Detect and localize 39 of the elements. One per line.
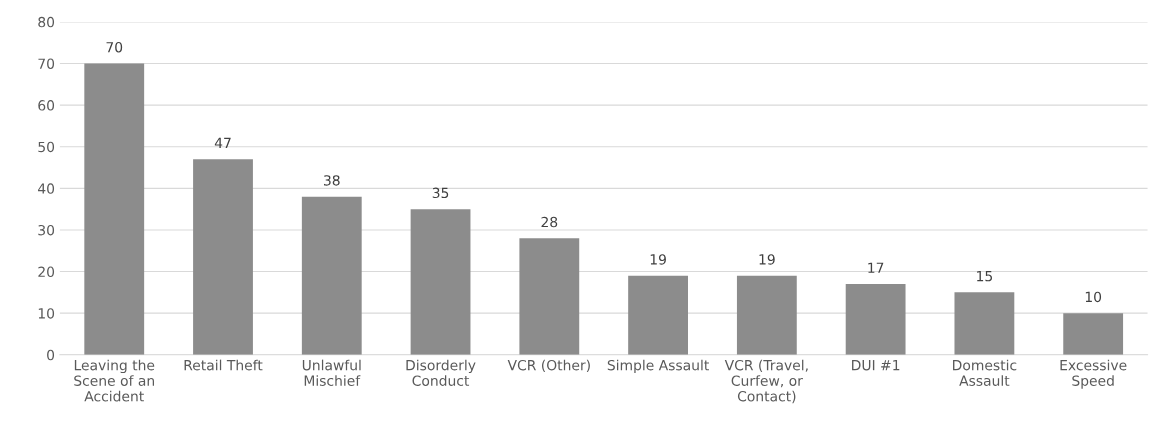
bar — [84, 63, 145, 355]
y-tick-label: 20 — [38, 266, 55, 278]
x-tick-label: Leaving the Scene of an Accident — [74, 359, 155, 402]
data-label: 15 — [977, 271, 993, 282]
data-label: 10 — [1085, 291, 1102, 303]
y-tick-label: 0 — [47, 349, 55, 361]
data-label: 28 — [541, 216, 558, 228]
bar — [954, 292, 1015, 355]
data-label: 38 — [324, 175, 340, 186]
data-label: 35 — [432, 187, 449, 199]
data-label: 17 — [868, 262, 884, 273]
x-tick-label: Domestic Assault — [953, 359, 1017, 386]
y-tick-label: 30 — [38, 224, 55, 236]
x-tick-label: DUI #1 — [852, 360, 900, 371]
bar — [1063, 313, 1124, 355]
y-tick-label: 80 — [38, 16, 55, 28]
x-tick-label: Simple Assault — [607, 359, 709, 374]
x-tick-label: VCR (Travel, Curfew, or Contact) — [724, 359, 808, 404]
x-tick-label: Retail Theft — [184, 359, 263, 371]
bar — [519, 238, 580, 355]
data-label: 70 — [106, 41, 123, 53]
data-label: 19 — [650, 254, 666, 265]
y-tick-label: 10 — [38, 308, 55, 319]
bar — [193, 159, 253, 355]
data-label: 19 — [759, 254, 775, 265]
y-tick-label: 40 — [38, 183, 55, 194]
x-tick-label: VCR (Other) — [507, 359, 590, 373]
data-label: 47 — [214, 137, 231, 148]
bar — [301, 196, 362, 355]
bar — [628, 275, 688, 355]
y-tick-label: 70 — [38, 58, 55, 69]
x-tick-label: Disorderly Conduct — [406, 359, 476, 386]
bar — [736, 275, 797, 355]
bar — [410, 209, 471, 355]
bar — [845, 284, 906, 355]
x-tick-label: Excessive Speed — [1060, 359, 1127, 389]
y-tick-label: 60 — [38, 100, 55, 111]
y-tick-label: 50 — [38, 141, 55, 153]
x-tick-label: Unlawful Mischief — [302, 359, 361, 386]
